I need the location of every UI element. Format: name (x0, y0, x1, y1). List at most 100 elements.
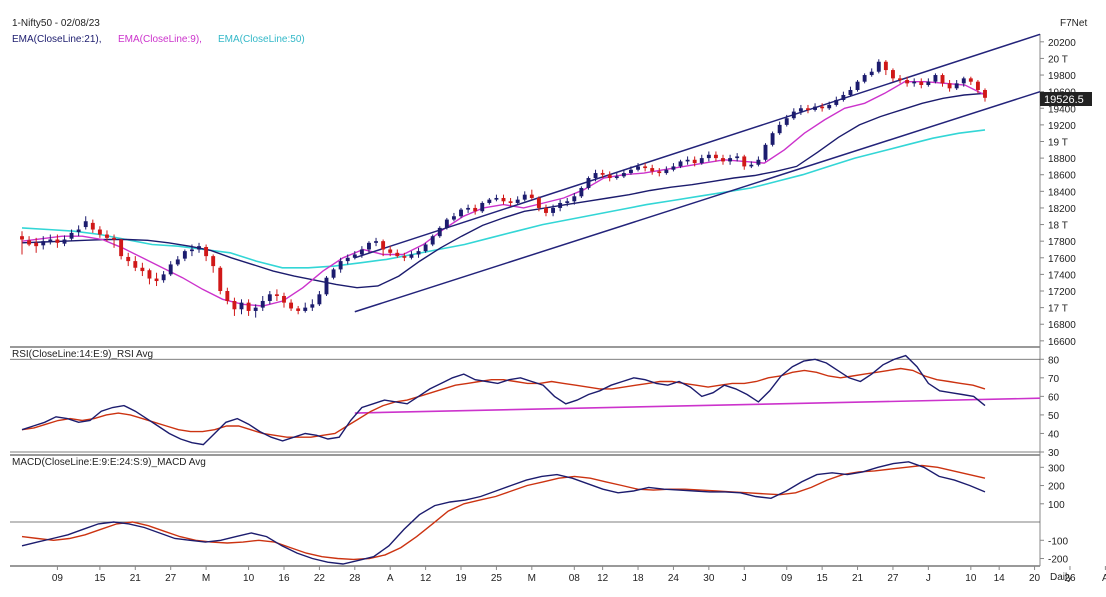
candle-body (473, 207, 478, 212)
candle-body (558, 202, 563, 208)
ema21-series (21, 92, 986, 289)
x-tick-label: 14 (994, 573, 1006, 584)
candle-body (324, 277, 329, 295)
ema50-line (21, 129, 986, 269)
x-tick-label: 08 (569, 573, 581, 584)
candle-body (20, 236, 24, 240)
candle-body (119, 239, 124, 257)
candle-body (544, 207, 548, 213)
x-tick-label: A (1102, 573, 1106, 584)
x-tick-label: 09 (52, 573, 64, 584)
macd-avg-line (21, 464, 986, 561)
candle-body (466, 207, 471, 210)
x-tick-label: 30 (703, 573, 715, 584)
x-tick-label: 26 (1064, 573, 1076, 584)
candle-body (289, 302, 294, 309)
candle-body (813, 106, 818, 110)
candle-body (239, 302, 244, 310)
candle-body (572, 196, 577, 202)
candle-body (388, 249, 393, 253)
macd-y-tick-label: 200 (1048, 482, 1065, 493)
candle-body (225, 291, 230, 301)
candle-body (168, 264, 173, 275)
candle-body (83, 221, 88, 228)
candle-body (437, 227, 442, 237)
candle-body (869, 71, 874, 76)
candle-body (848, 89, 853, 95)
candle-body (303, 307, 308, 311)
candle-body (551, 207, 556, 213)
candle-body (862, 75, 867, 82)
candle-body (614, 176, 619, 179)
candle-body (381, 241, 386, 250)
ema50-series (21, 129, 986, 269)
candle-body (912, 81, 917, 84)
candle-body (834, 99, 839, 105)
candle-body (536, 197, 541, 208)
price-y-tick-label: 19 T (1048, 137, 1068, 148)
candle-body (898, 78, 902, 81)
rsi-y-tick-label: 80 (1048, 355, 1060, 366)
candle-body (55, 239, 60, 243)
rsi-y-tick-label: 70 (1048, 374, 1060, 385)
rsi-y-tick-label: 40 (1048, 429, 1060, 440)
rsi-y-tick-label: 30 (1048, 448, 1060, 459)
candle-body (62, 239, 67, 244)
candle-body (282, 295, 286, 303)
candle-body (253, 307, 258, 311)
candle-body (806, 108, 810, 110)
candle-body (112, 237, 116, 240)
candle-body (147, 270, 152, 279)
candle-body (756, 159, 761, 165)
price-y-tick-label: 16800 (1048, 320, 1076, 331)
macd-y-tick-label: -200 (1048, 555, 1068, 566)
rsi-panel: 80 70 60 50 40 30 (10, 354, 1060, 459)
candle-body (713, 154, 718, 159)
candle-body (374, 241, 378, 243)
candle-body (579, 188, 584, 197)
price-y-tick-label: 16600 (1048, 337, 1076, 348)
candle-body (728, 158, 733, 162)
x-tick-label: 20 (1029, 573, 1041, 584)
candle-body (671, 166, 676, 170)
price-y-tick-label: 18 T (1048, 221, 1068, 232)
candle-body (487, 199, 492, 203)
candle-body (105, 234, 109, 238)
x-tick-label: J (742, 573, 747, 584)
candle-body (636, 166, 640, 170)
rsi-line (21, 354, 986, 446)
channel-lower-line (354, 90, 1041, 313)
x-tick-label: J (926, 573, 931, 584)
macd-y-tick-label: -100 (1048, 536, 1068, 547)
candle-body (855, 81, 860, 90)
x-tick-label: A (387, 573, 394, 584)
x-tick-label: M (528, 573, 536, 584)
period-label: Daily (1050, 572, 1072, 583)
candle-body (643, 166, 648, 169)
candle-body (451, 216, 456, 220)
candle-body (508, 201, 513, 203)
candle-body (260, 300, 265, 308)
candle-body (891, 70, 895, 79)
candle-body (749, 164, 754, 167)
candle-body (204, 246, 209, 257)
candle-body (296, 308, 301, 311)
candle-body (820, 106, 825, 109)
candle-body (501, 197, 506, 202)
price-y-tick-label: 19800 (1048, 71, 1076, 82)
candle-body (494, 197, 499, 200)
candle-body (409, 254, 414, 258)
x-tick-label: 28 (349, 573, 361, 584)
candle-body (267, 294, 272, 301)
x-tick-label: 12 (420, 573, 432, 584)
x-tick-label: 25 (491, 573, 503, 584)
candle-body (961, 78, 966, 84)
x-tick-label: 27 (165, 573, 177, 584)
candle-body (218, 267, 223, 292)
ema21-line (21, 92, 986, 289)
x-tick-label: 21 (852, 573, 864, 584)
candle-body (664, 169, 669, 174)
price-y-tick-label: 17 T (1048, 304, 1068, 315)
candle-body (933, 75, 938, 82)
price-y-tick-label: 20200 (1048, 38, 1076, 49)
